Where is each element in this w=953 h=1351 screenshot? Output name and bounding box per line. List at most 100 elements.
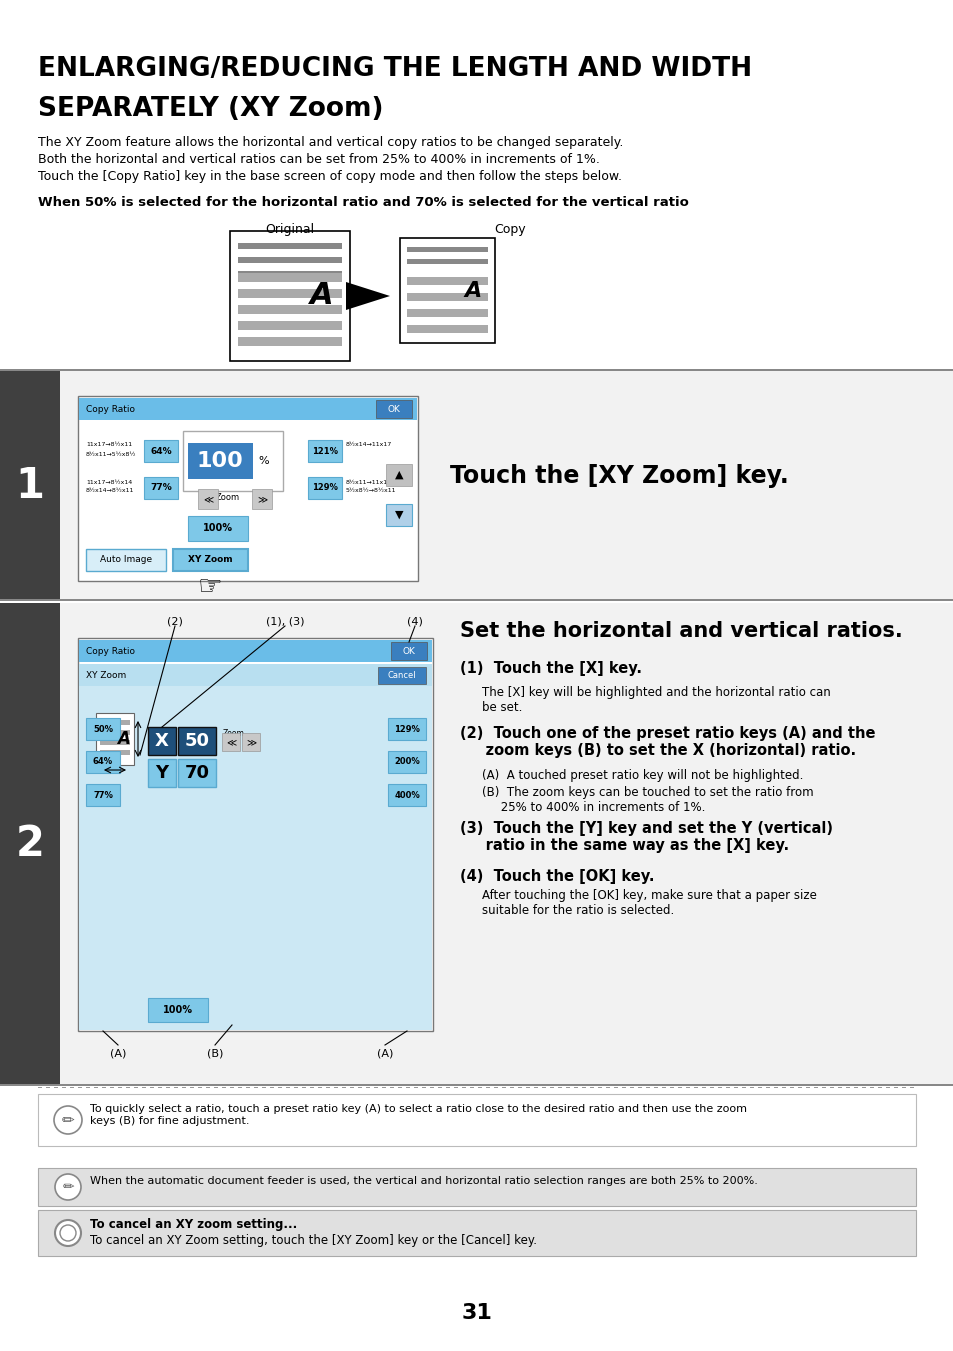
Bar — [366, 1086, 370, 1088]
Bar — [237, 336, 341, 346]
Bar — [829, 1086, 833, 1088]
Bar — [242, 734, 260, 751]
Bar — [188, 516, 248, 540]
Text: Copy Ratio: Copy Ratio — [86, 404, 135, 413]
Text: 64%: 64% — [92, 758, 113, 766]
Text: (2): (2) — [167, 616, 183, 626]
Bar — [230, 231, 350, 361]
Text: 8½x14→8½x11: 8½x14→8½x11 — [86, 489, 134, 493]
Text: 100%: 100% — [163, 1005, 193, 1015]
Bar — [86, 1086, 90, 1088]
Bar — [534, 1086, 537, 1088]
Bar — [0, 1084, 953, 1086]
Bar — [407, 277, 488, 285]
Bar — [133, 1086, 138, 1088]
Bar — [446, 1086, 450, 1088]
Bar — [79, 663, 432, 686]
Text: 11x17→8½x11: 11x17→8½x11 — [86, 443, 132, 447]
Bar — [399, 238, 495, 343]
Bar — [0, 598, 953, 601]
Bar — [310, 1086, 314, 1088]
Bar — [558, 1086, 561, 1088]
Text: ▼: ▼ — [395, 509, 403, 520]
Text: %: % — [257, 457, 269, 466]
Text: The [X] key will be highlighted and the horizontal ratio can
be set.: The [X] key will be highlighted and the … — [481, 686, 830, 713]
Text: (A)  A touched preset ratio key will not be highlighted.: (A) A touched preset ratio key will not … — [481, 769, 802, 782]
Text: 8½x14→11x17: 8½x14→11x17 — [346, 443, 392, 447]
Bar — [253, 1086, 257, 1088]
Bar — [148, 727, 175, 755]
Bar — [308, 477, 341, 499]
Bar — [110, 1086, 113, 1088]
Bar — [758, 1086, 761, 1088]
Bar — [188, 443, 253, 480]
Bar — [773, 1086, 778, 1088]
Bar — [813, 1086, 817, 1088]
Bar — [565, 1086, 569, 1088]
Text: 31: 31 — [461, 1302, 492, 1323]
Bar — [0, 372, 953, 601]
Bar — [148, 998, 208, 1021]
Bar — [79, 399, 416, 420]
Bar — [837, 1086, 841, 1088]
Text: Touch the [XY Zoom] key.: Touch the [XY Zoom] key. — [450, 463, 788, 488]
Text: OK: OK — [387, 404, 400, 413]
Text: A: A — [464, 281, 481, 301]
Bar — [94, 1086, 98, 1088]
Bar — [862, 1086, 865, 1088]
Text: 400%: 400% — [394, 790, 419, 800]
Bar — [126, 1086, 130, 1088]
Text: Original: Original — [265, 223, 314, 236]
Bar — [198, 489, 218, 509]
Text: SEPARATELY (XY Zoom): SEPARATELY (XY Zoom) — [38, 96, 383, 122]
Bar — [334, 1086, 337, 1088]
Bar — [454, 1086, 457, 1088]
Bar — [178, 759, 215, 788]
Bar — [645, 1086, 649, 1088]
Text: ✏: ✏ — [62, 1112, 74, 1128]
Bar — [381, 1086, 386, 1088]
Bar — [182, 1086, 186, 1088]
Text: 77%: 77% — [150, 484, 172, 493]
Bar — [326, 1086, 330, 1088]
Bar — [605, 1086, 609, 1088]
Text: When 50% is selected for the horizontal ratio and 70% is selected for the vertic: When 50% is selected for the horizontal … — [38, 196, 688, 209]
Bar — [853, 1086, 857, 1088]
Text: (2)  Touch one of the preset ratio keys (A) and the
     zoom keys (B) to set th: (2) Touch one of the preset ratio keys (… — [459, 725, 875, 758]
Bar — [517, 1086, 521, 1088]
Bar — [302, 1086, 306, 1088]
Bar — [79, 685, 432, 1029]
Bar — [144, 440, 178, 462]
Bar — [375, 400, 412, 417]
Text: 8½x11→11x17: 8½x11→11x17 — [346, 480, 392, 485]
Text: Zoom: Zoom — [223, 728, 245, 738]
Bar — [598, 1086, 601, 1088]
Bar — [237, 273, 341, 282]
Bar — [213, 1086, 218, 1088]
Text: ≪: ≪ — [203, 494, 213, 504]
Bar — [621, 1086, 625, 1088]
Text: ≫: ≫ — [256, 494, 267, 504]
Bar — [178, 727, 215, 755]
Bar — [308, 440, 341, 462]
Text: Touch the [Copy Ratio] key in the base screen of copy mode and then follow the s: Touch the [Copy Ratio] key in the base s… — [38, 170, 621, 182]
Bar — [158, 1086, 162, 1088]
Bar — [388, 717, 426, 740]
Bar — [797, 1086, 801, 1088]
Bar — [166, 1086, 170, 1088]
Bar — [901, 1086, 905, 1088]
Bar — [277, 1086, 282, 1088]
Bar — [407, 259, 488, 263]
Polygon shape — [346, 282, 390, 309]
Bar — [709, 1086, 713, 1088]
Text: 200%: 200% — [394, 758, 419, 766]
Bar — [246, 1086, 250, 1088]
Bar — [414, 1086, 417, 1088]
Bar — [374, 1086, 377, 1088]
Bar — [821, 1086, 825, 1088]
Bar — [390, 1086, 394, 1088]
Bar — [749, 1086, 753, 1088]
Bar — [317, 1086, 322, 1088]
Bar — [142, 1086, 146, 1088]
Bar — [397, 1086, 401, 1088]
